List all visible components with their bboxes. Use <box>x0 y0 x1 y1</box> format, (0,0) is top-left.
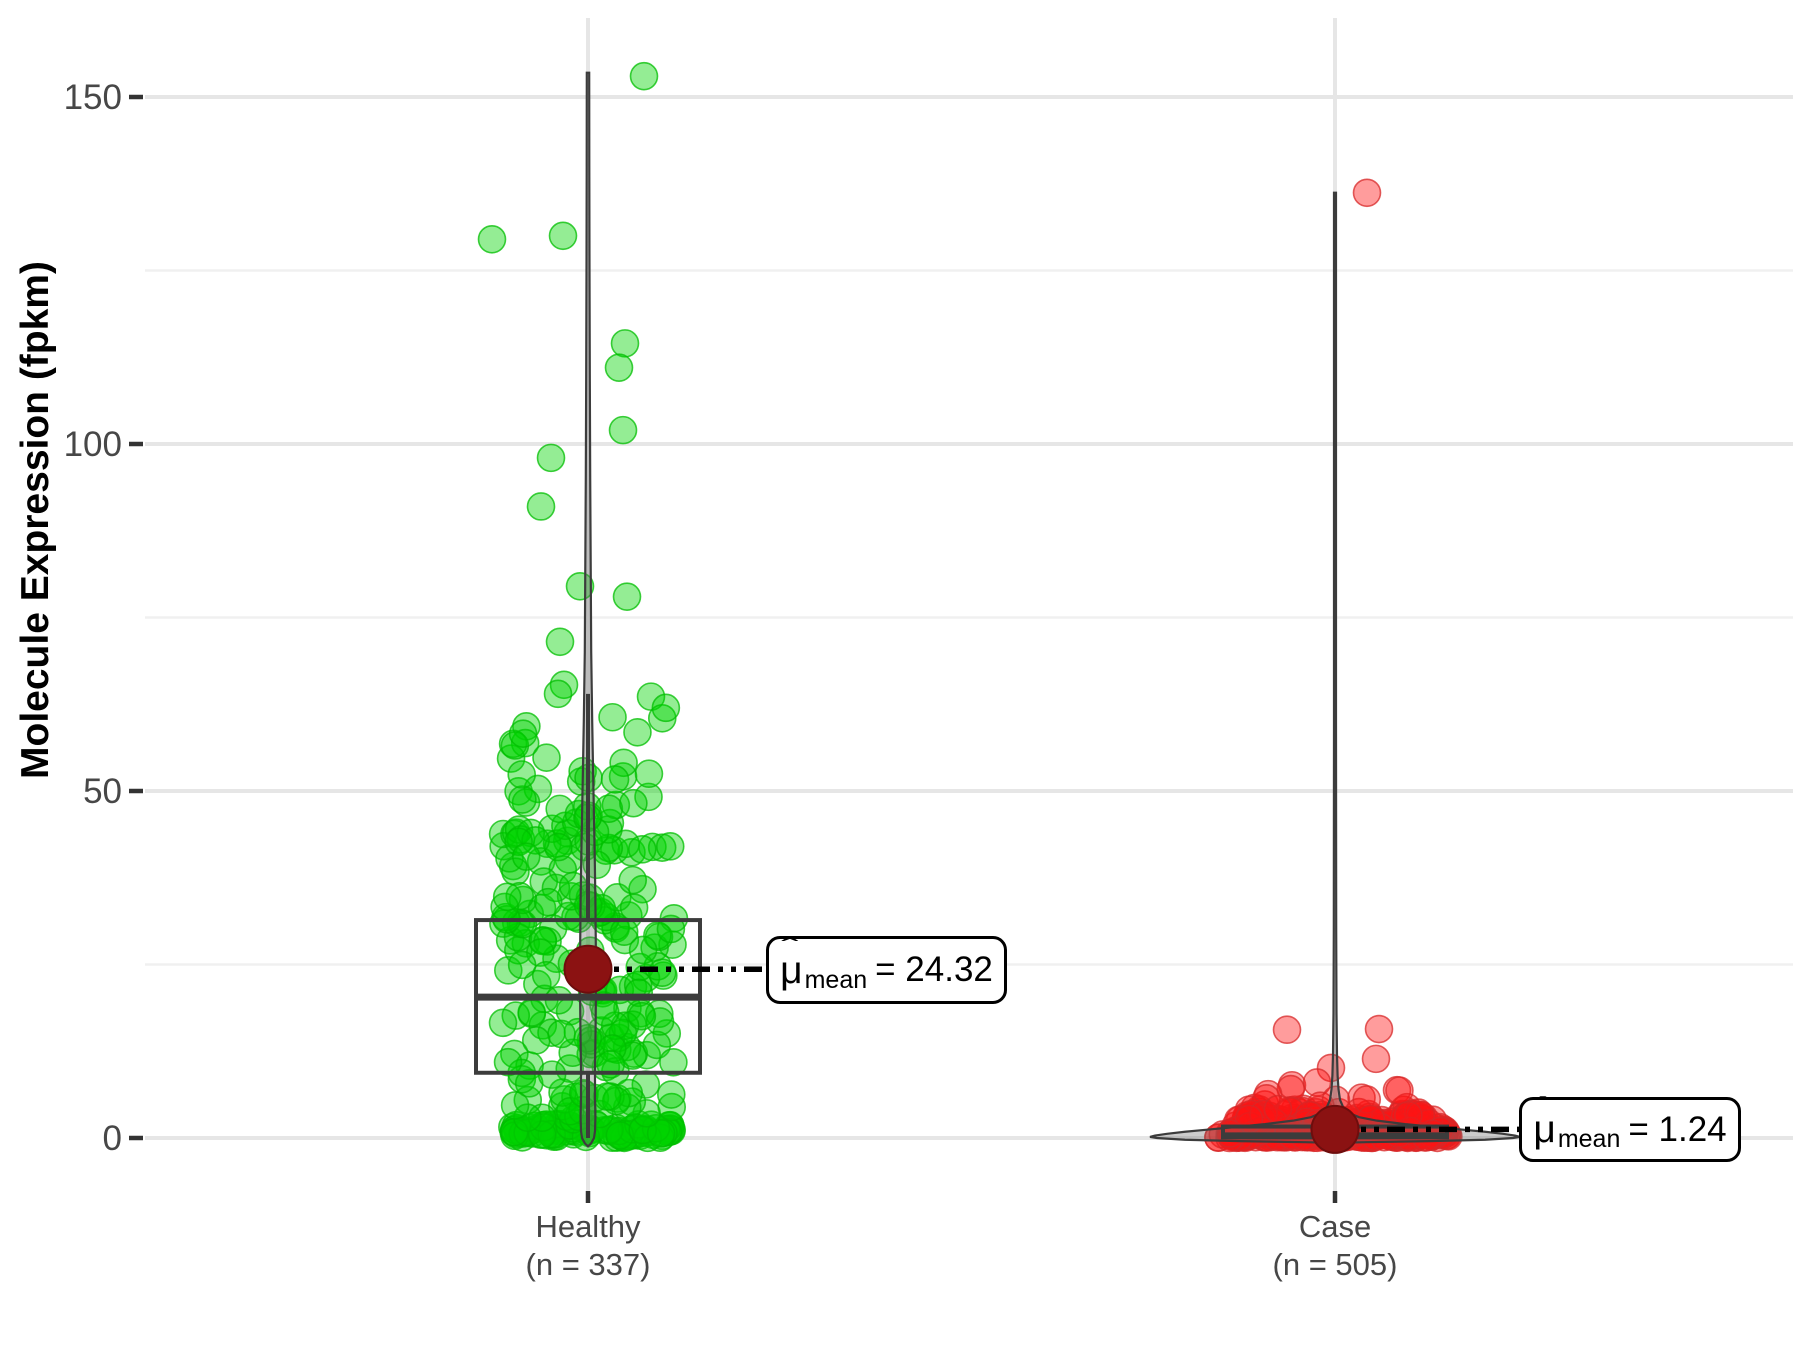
data-point <box>548 1078 577 1107</box>
data-point <box>659 1047 688 1077</box>
x-group-label-healthy-n: (n = 337) <box>525 1247 651 1282</box>
data-point <box>488 1008 518 1038</box>
data-point <box>610 329 640 358</box>
mean-annotation-healthy: ˆ μ mean = 24.32 <box>766 932 1007 1004</box>
axis-ticks <box>129 94 1338 1203</box>
data-point <box>477 224 507 254</box>
data-point <box>531 960 561 990</box>
data-point <box>623 718 652 747</box>
y-tick-label-50: 50 <box>83 772 122 811</box>
data-point <box>568 1078 598 1108</box>
data-point <box>600 765 630 794</box>
data-point <box>527 1103 557 1133</box>
data-point <box>548 221 578 251</box>
data-point <box>655 832 685 861</box>
data-point <box>1263 1094 1293 1124</box>
data-point <box>628 935 658 965</box>
violin-healthy <box>578 71 598 1148</box>
data-point <box>507 760 537 789</box>
violin-case <box>1149 191 1521 1144</box>
data-point <box>657 1092 687 1122</box>
data-point <box>592 1082 622 1111</box>
data-point <box>647 958 677 988</box>
data-point <box>1385 1076 1414 1105</box>
data-point <box>651 693 681 723</box>
data-point <box>604 353 634 382</box>
data-point <box>532 743 561 772</box>
data-point <box>500 1091 530 1120</box>
data-point <box>543 679 573 709</box>
data-point <box>619 788 648 818</box>
data-point <box>619 893 649 922</box>
data-point <box>1364 1014 1394 1044</box>
data-point <box>598 702 627 732</box>
data-point <box>492 882 522 912</box>
data-point <box>504 827 533 857</box>
data-point <box>513 1103 542 1132</box>
data-point <box>618 865 648 895</box>
data-point <box>628 1115 657 1145</box>
data-point <box>1361 1044 1391 1074</box>
data-point <box>1272 1015 1302 1045</box>
data-point <box>565 571 595 601</box>
data-point <box>517 998 546 1027</box>
data-point <box>629 61 659 91</box>
data-point <box>609 748 638 778</box>
y-tick-label-0: 0 <box>102 1119 122 1158</box>
data-point <box>505 881 535 911</box>
data-point <box>510 728 540 758</box>
data-point <box>656 1080 686 1109</box>
x-group-label-case-n: (n = 505) <box>1272 1247 1398 1282</box>
y-tick-label-100: 100 <box>63 425 122 464</box>
data-point <box>647 703 677 733</box>
mean-dot-case <box>1310 1104 1360 1154</box>
data-point <box>642 1030 672 1060</box>
data-point <box>504 815 534 844</box>
data-point <box>605 1121 635 1150</box>
data-point <box>634 759 664 789</box>
data-point <box>526 492 556 521</box>
gridlines <box>145 18 1793 1191</box>
data-point <box>608 415 638 445</box>
x-group-label-case: Case (n = 505) <box>1155 1208 1515 1284</box>
x-group-label-case-name: Case <box>1298 1209 1372 1244</box>
x-group-label-healthy: Healthy (n = 337) <box>408 1208 768 1284</box>
data-point <box>627 1001 657 1031</box>
data-point <box>645 1007 675 1036</box>
x-group-label-healthy-name: Healthy <box>535 1209 641 1244</box>
data-point <box>612 582 642 611</box>
data-point <box>1352 178 1382 208</box>
data-point <box>533 887 563 917</box>
mean-annotation-case: ˆ μ mean = 1.24 <box>1519 1092 1741 1162</box>
data-point <box>508 719 538 748</box>
data-point <box>547 1019 576 1049</box>
data-point <box>634 782 663 812</box>
data-point <box>528 926 558 955</box>
data-point <box>544 832 573 862</box>
data-point <box>646 1119 676 1148</box>
data-point <box>508 909 538 939</box>
data-point <box>493 1047 523 1077</box>
y-tick-label-150: 150 <box>63 78 122 117</box>
data-point <box>545 627 575 657</box>
data-point <box>1394 1100 1423 1130</box>
data-point <box>508 785 537 814</box>
data-point <box>536 443 566 473</box>
data-point <box>594 794 624 824</box>
data-point <box>545 794 574 824</box>
data-point <box>656 914 686 944</box>
data-point <box>521 1026 551 1055</box>
data-point <box>511 842 541 871</box>
y-axis-title: Molecule Expression (fpkm) <box>14 261 57 779</box>
data-point <box>627 835 657 864</box>
mean-dot-healthy <box>563 944 613 994</box>
data-point <box>491 902 520 932</box>
data-point <box>598 1034 627 1063</box>
data-point <box>507 950 537 980</box>
